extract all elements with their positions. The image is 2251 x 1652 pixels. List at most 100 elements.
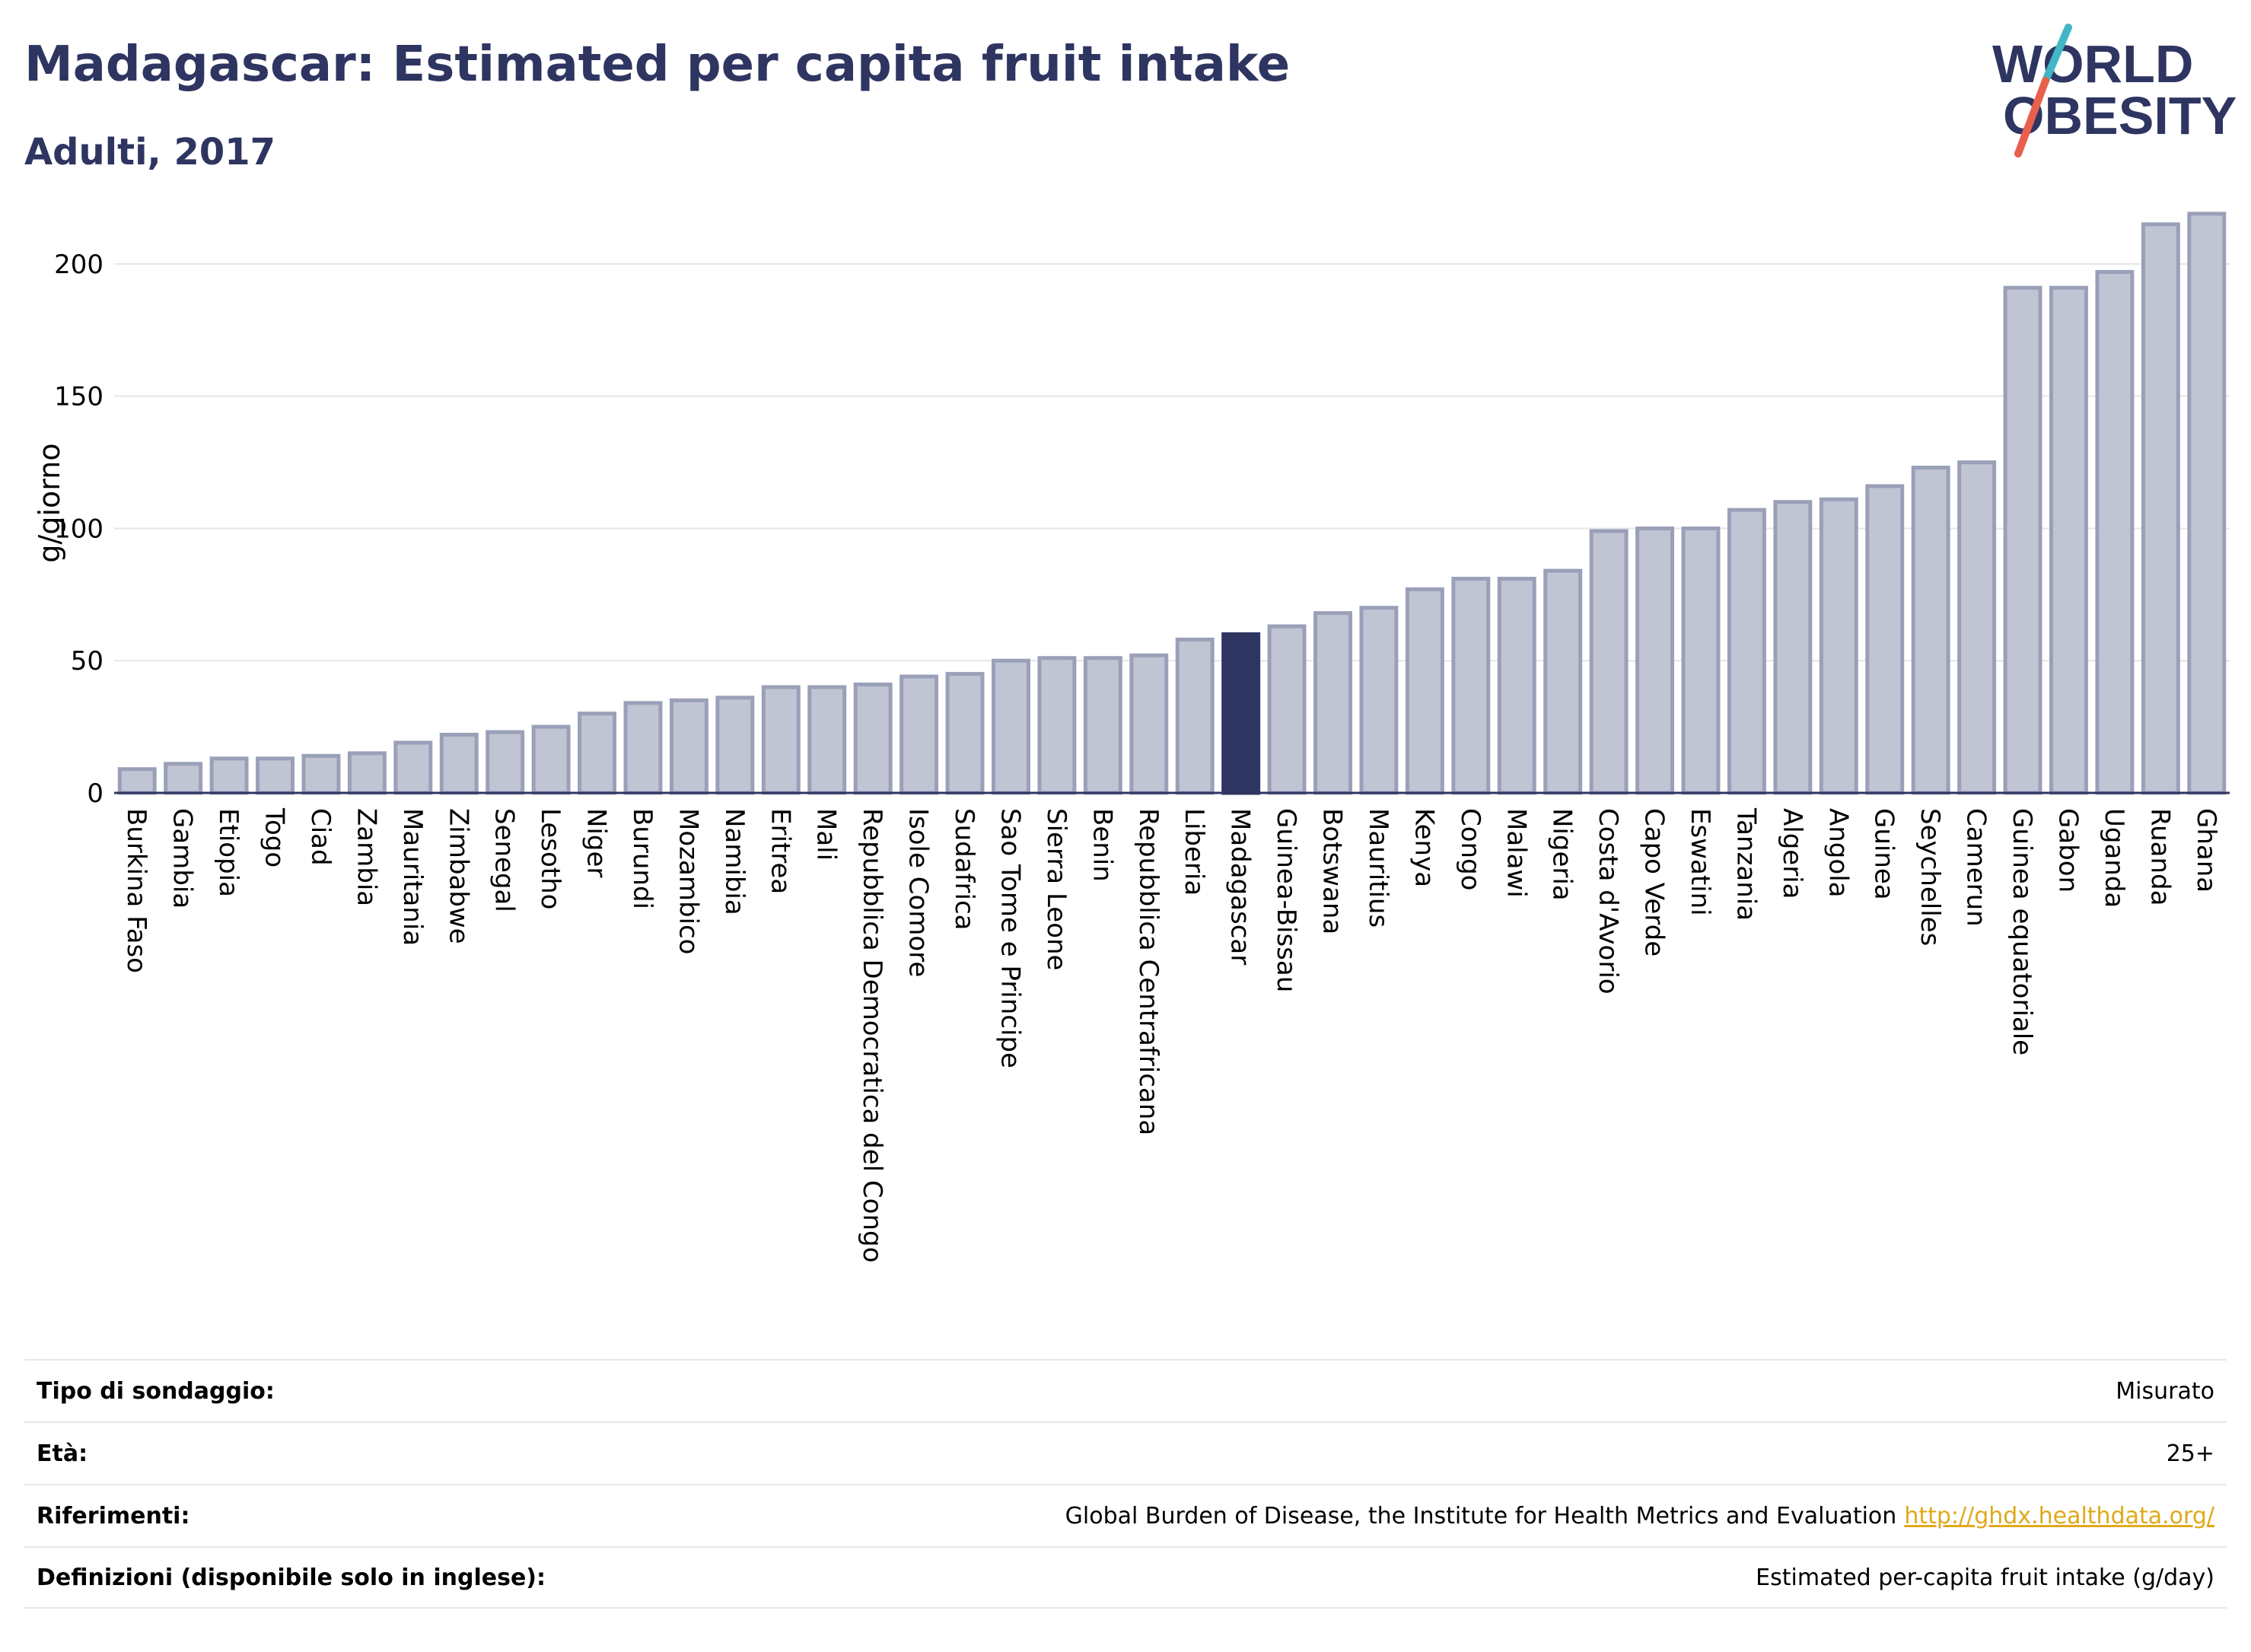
bars: [117, 212, 2227, 795]
x-tick-label: Gambia: [167, 808, 198, 909]
metadata-value: Misurato: [2116, 1377, 2214, 1405]
bar-niger: [578, 711, 617, 795]
x-tick-label: Lesotho: [535, 808, 565, 909]
bar-tanzania: [1727, 508, 1766, 795]
x-tick-label: Madagascar: [1225, 808, 1256, 965]
bar-repubblica-centrafricana: [1129, 653, 1169, 795]
bar-burkina-faso: [117, 767, 157, 795]
bar-algeria: [1773, 500, 1813, 795]
metadata-row: Riferimenti: Global Burden of Disease, th…: [24, 1484, 2227, 1546]
x-tick-label: Uganda: [2099, 808, 2129, 908]
y-tick-label: 150: [54, 382, 103, 412]
metadata-label: Riferimenti:: [37, 1502, 190, 1529]
y-tick-label: 0: [87, 778, 103, 809]
y-tick-label: 200: [54, 250, 103, 280]
x-tick-label: Mauritius: [1363, 808, 1393, 928]
x-tick-label: Congo: [1455, 808, 1485, 890]
metadata-value: Estimated per-capita fruit intake (g/day…: [1756, 1564, 2214, 1591]
bar-guinea: [1865, 484, 1905, 795]
bar-zimbabwe: [439, 733, 479, 795]
bar-mali: [807, 685, 847, 795]
x-tick-label: Zimbabwe: [443, 808, 473, 944]
bar-botswana: [1313, 611, 1352, 795]
x-tick-label: Mali: [811, 808, 842, 861]
bar-repubblica-democratica-del-congo: [853, 683, 893, 795]
x-tick-label: Algeria: [1777, 808, 1807, 899]
x-tick-label: Malawi: [1501, 808, 1531, 898]
x-tick-label: Mozambico: [673, 808, 703, 954]
x-tick-label: Niger: [581, 808, 612, 877]
x-tick-label: Nigeria: [1547, 808, 1578, 901]
x-tick-label: Costa d'Avorio: [1593, 808, 1623, 995]
x-tick-label: Sudafrica: [949, 808, 979, 930]
x-tick-label: Tanzania: [1730, 807, 1761, 921]
metadata-row: Età: 25+: [24, 1421, 2227, 1484]
bar-eswatini: [1681, 526, 1721, 795]
x-tick-label: Burundi: [627, 808, 657, 909]
metadata-value: 25+: [2166, 1440, 2214, 1467]
logo-slash-top: [2042, 24, 2072, 84]
x-tick-labels: Burkina Faso Gambia Etiopia Togo Ciad Zambia M…: [121, 807, 2221, 1262]
bar-zambia: [347, 751, 387, 795]
x-tick-label: Guinea-Bissau: [1271, 808, 1301, 992]
x-tick-label: Togo: [259, 807, 290, 867]
x-tick-label: Ciad: [305, 808, 336, 866]
x-tick-label: Ruanda: [2144, 808, 2175, 906]
logo-slash-bottom: [2014, 77, 2049, 158]
bar-eritrea: [761, 685, 801, 795]
x-tick-label: Botswana: [1317, 808, 1348, 934]
metadata-row: Tipo di sondaggio: Misurato: [24, 1359, 2227, 1421]
bar-angola: [1819, 497, 1858, 795]
metadata-label: Tipo di sondaggio:: [37, 1377, 275, 1405]
x-tick-label: Seychelles: [1915, 808, 1945, 946]
x-tick-label: Sierra Leone: [1041, 808, 1071, 970]
bar-mauritius: [1359, 606, 1399, 795]
bar-malawi: [1497, 576, 1536, 795]
bar-camerun: [1957, 460, 1997, 795]
reference-link[interactable]: http://ghdx.healthdata.org/: [1904, 1502, 2214, 1529]
x-tick-label: Capo Verde: [1639, 808, 1670, 957]
bar-namibia: [715, 695, 755, 795]
x-tick-label: Eswatini: [1685, 808, 1715, 916]
bar-sudafrica: [945, 672, 985, 795]
x-tick-label: Repubblica Centrafricana: [1133, 808, 1164, 1135]
metadata-row: Definizioni (disponibile solo in inglese…: [24, 1546, 2227, 1609]
bar-lesotho: [531, 724, 571, 795]
x-tick-label: Isole Comore: [903, 808, 934, 977]
x-tick-label: Guinea equatoriale: [2007, 808, 2037, 1055]
bar-madagascar: [1221, 632, 1261, 795]
metadata-value: Global Burden of Disease, the Institute …: [1065, 1502, 2214, 1529]
x-tick-label: Gabon: [2052, 808, 2083, 893]
bar-uganda: [2095, 269, 2135, 795]
x-tick-label: Burkina Faso: [121, 808, 151, 973]
x-tick-label: Senegal: [489, 808, 520, 912]
y-tick-label: 50: [71, 646, 103, 676]
x-tick-label: Mauritania: [397, 808, 428, 946]
bar-liberia: [1175, 637, 1215, 795]
bar-seychelles: [1911, 466, 1950, 795]
metadata-table: Tipo di sondaggio: Misurato Età: 25+ Riferim…: [24, 1359, 2227, 1609]
bar-costa-d-avorio: [1589, 529, 1629, 795]
chart-subtitle: Adulti, 2017: [24, 131, 276, 173]
bar-gabon: [2049, 285, 2088, 795]
bar-ruanda: [2141, 222, 2180, 795]
bar-benin: [1083, 656, 1122, 795]
bar-mauritania: [393, 740, 433, 795]
x-tick-label: Namibia: [719, 808, 750, 915]
bar-sao-tome-e-principe: [992, 658, 1030, 795]
x-tick-label: Benin: [1087, 808, 1117, 882]
metadata-label: Definizioni (disponibile solo in inglese…: [37, 1564, 546, 1591]
y-axis-label: g/giorno: [33, 443, 66, 562]
bar-guinea-bissau: [1267, 624, 1307, 795]
bar-togo: [256, 756, 295, 795]
bar-isole-comore: [899, 674, 939, 795]
bar-mozambico: [669, 698, 708, 795]
bar-senegal: [486, 730, 525, 795]
y-tick-labels: 0 50 100 150 200: [54, 250, 103, 809]
bar-congo: [1451, 576, 1491, 795]
x-tick-label: Repubblica Democratica del Congo: [857, 808, 887, 1262]
x-tick-label: Ghana: [2191, 808, 2221, 893]
bar-burundi: [623, 701, 663, 795]
x-tick-label: Liberia: [1179, 808, 1209, 896]
bar-ciad: [301, 753, 341, 795]
